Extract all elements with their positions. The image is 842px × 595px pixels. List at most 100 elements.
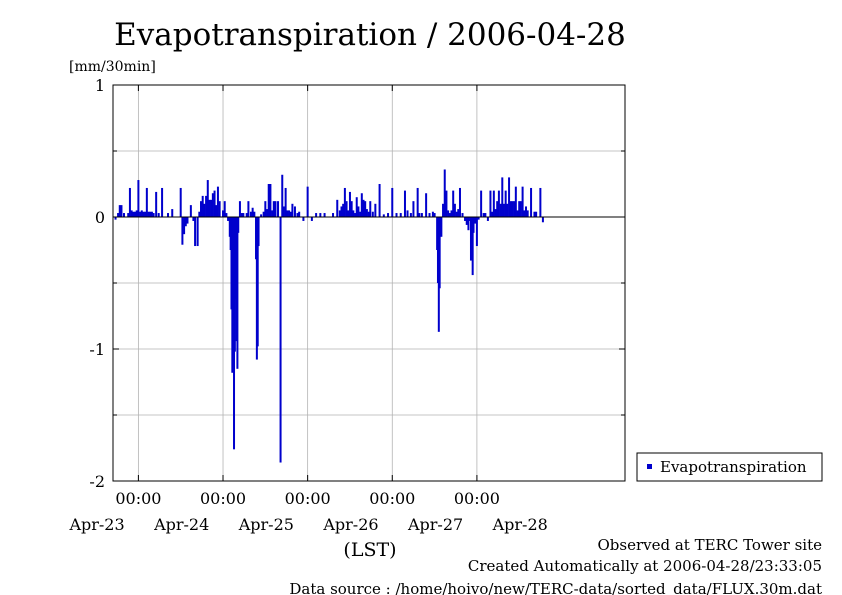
bar	[201, 195, 204, 217]
bar	[288, 210, 291, 217]
bar	[499, 203, 502, 217]
bar	[323, 213, 326, 217]
bar	[272, 201, 275, 217]
bar	[541, 217, 544, 223]
bar	[412, 201, 415, 217]
bar	[406, 210, 409, 217]
bar	[428, 213, 431, 217]
bar	[127, 213, 130, 217]
bar	[471, 217, 474, 276]
bar	[183, 217, 186, 235]
y-tick-label: -1	[89, 340, 105, 359]
bar	[210, 199, 213, 217]
bar	[535, 211, 538, 217]
bar	[298, 211, 301, 217]
bar	[508, 177, 511, 217]
bar	[171, 209, 174, 217]
bar	[206, 180, 209, 217]
bar	[491, 211, 494, 217]
bar	[467, 217, 470, 231]
bar	[492, 190, 495, 217]
x-tick-label: 00:00	[285, 489, 331, 508]
bar	[343, 187, 346, 217]
date-label: Apr-26	[322, 515, 378, 534]
bar	[332, 213, 335, 217]
bar	[371, 211, 374, 217]
bar	[145, 187, 148, 217]
bar	[208, 199, 211, 217]
bar	[382, 214, 385, 217]
bar	[189, 205, 192, 217]
bar	[186, 217, 189, 224]
chart-title: Evapotranspiration / 2006-04-28	[114, 17, 626, 53]
bar	[514, 186, 517, 217]
bar	[420, 213, 423, 217]
bar	[237, 217, 240, 233]
bar	[194, 217, 197, 247]
bar	[296, 213, 299, 217]
bar	[134, 211, 136, 217]
bar	[477, 217, 480, 220]
bar	[526, 210, 529, 217]
bar	[123, 213, 125, 217]
bar	[367, 211, 370, 217]
legend-swatch	[647, 464, 652, 469]
bar	[130, 210, 133, 217]
bar	[215, 205, 218, 217]
bar	[440, 217, 443, 237]
bar	[482, 213, 485, 217]
date-label: Apr-24	[153, 515, 209, 534]
bar	[360, 193, 363, 217]
bar	[315, 213, 318, 217]
bar	[362, 199, 365, 217]
bar	[203, 203, 206, 217]
bar	[448, 213, 451, 217]
bar	[369, 201, 372, 217]
y-unit-label: [mm/30min]	[69, 59, 156, 75]
bar	[501, 177, 504, 217]
bar	[236, 217, 239, 369]
bar	[433, 213, 436, 217]
x-tick-label: 00:00	[369, 489, 415, 508]
bar	[161, 187, 164, 217]
bar	[533, 211, 536, 217]
bar	[205, 195, 208, 217]
y-tick-label: -2	[89, 472, 105, 491]
bar	[140, 210, 143, 217]
bar	[319, 213, 322, 217]
bar	[184, 217, 187, 227]
bar	[445, 190, 448, 217]
bar	[293, 206, 296, 217]
bar	[271, 210, 274, 217]
bar	[155, 191, 158, 217]
bar	[486, 217, 489, 221]
bar	[425, 193, 428, 217]
bar	[418, 213, 421, 217]
bar	[494, 209, 497, 217]
bar	[282, 206, 285, 217]
date-label: Apr-27	[407, 515, 463, 534]
bar	[225, 213, 228, 217]
bar	[245, 213, 248, 217]
bar	[453, 203, 456, 217]
bar	[345, 201, 348, 217]
bar	[114, 217, 117, 220]
bar	[472, 217, 475, 233]
bar	[238, 201, 241, 217]
bar	[354, 213, 357, 217]
bar	[310, 217, 313, 221]
bar	[247, 201, 250, 217]
bar	[137, 180, 140, 217]
bar	[117, 213, 120, 217]
bar	[342, 203, 345, 217]
x-axis-label: (LST)	[343, 539, 396, 561]
bar	[277, 201, 280, 217]
bar	[135, 210, 138, 217]
bar	[442, 203, 445, 217]
bar	[240, 213, 243, 217]
bar	[403, 190, 406, 217]
bar	[519, 201, 522, 217]
bar	[306, 186, 309, 217]
bar	[249, 211, 252, 217]
bar	[518, 201, 521, 217]
